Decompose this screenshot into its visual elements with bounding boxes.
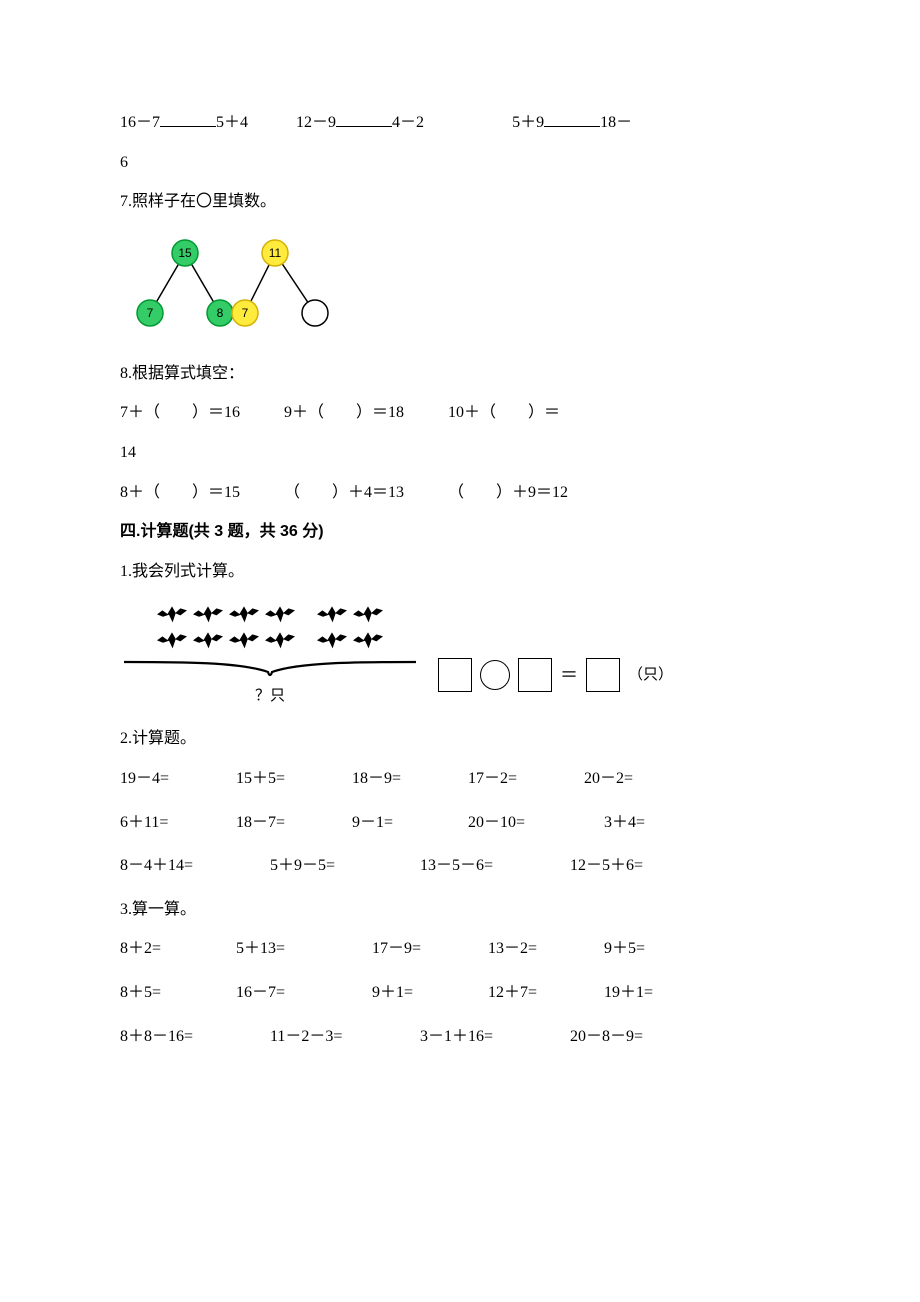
calc-item: 12－5＋6= xyxy=(570,853,720,879)
calc-item: 8－4＋14= xyxy=(120,853,270,879)
answer-box[interactable] xyxy=(586,658,620,692)
bird-icon xyxy=(351,628,385,652)
p3-row-2: 8＋5= 16－7= 9＋1= 12＋7= 19＋1= xyxy=(120,980,800,1006)
bird-icon xyxy=(227,602,261,626)
calc-item: 17－9= xyxy=(372,936,488,962)
birds-left-group: ？只 xyxy=(120,602,420,708)
q8-r2-a: 8＋（ ）＝15 xyxy=(120,484,240,501)
q8-row-1: 7＋（ ）＝16 9＋（ ）＝18 10＋（ ）＝ xyxy=(120,400,800,426)
calc-item: 9－1= xyxy=(352,810,468,836)
operator-circle[interactable] xyxy=(480,660,510,690)
calc-item: 6＋11= xyxy=(120,810,236,836)
equals-sign: ＝ xyxy=(560,661,578,690)
calc-item: 5＋9－5= xyxy=(270,853,420,879)
brace-icon xyxy=(120,658,420,682)
cmp-2-blank[interactable] xyxy=(336,110,392,127)
calc-item: 5＋13= xyxy=(236,936,372,962)
answer-box[interactable] xyxy=(438,658,472,692)
calc-item: 9＋1= xyxy=(372,980,488,1006)
section4-title: 四.计算题(共 3 题，共 36 分) xyxy=(120,519,800,545)
cmp-1-blank[interactable] xyxy=(160,110,216,127)
bird-icon xyxy=(351,602,385,626)
bird-group-1 xyxy=(155,602,297,652)
cmp-3-left: 5＋9 xyxy=(512,114,544,131)
q8-row-2: 8＋（ ）＝15 （ ）＋4＝13 （ ）＋9＝12 xyxy=(120,480,800,506)
calc-item: 13－2= xyxy=(488,936,604,962)
p3-row-1: 8＋2= 5＋13= 17－9= 13－2= 9＋5= xyxy=(120,936,800,962)
equation-template: ＝ （只） xyxy=(438,658,673,708)
birds-figure: ？只 ＝ （只） xyxy=(120,602,800,708)
cmp-3-blank[interactable] xyxy=(544,110,600,127)
q8-label: 8.根据算式填空： xyxy=(120,361,800,387)
calc-item: 8＋8－16= xyxy=(120,1024,270,1050)
calc-item: 9＋5= xyxy=(604,936,720,962)
q7-label: 7.照样子在〇里填数。 xyxy=(120,189,800,215)
svg-text:8: 8 xyxy=(217,306,224,320)
calc-item: 18－9= xyxy=(352,766,468,792)
svg-text:15: 15 xyxy=(178,246,192,260)
svg-text:7: 7 xyxy=(242,306,249,320)
bird-icon xyxy=(315,602,349,626)
calc-item: 20－10= xyxy=(468,810,604,836)
cmp-1-right: 5＋4 xyxy=(216,114,248,131)
q8-r2-b: （ ）＋4＝13 xyxy=(284,484,404,501)
cmp-3-right: 18－ xyxy=(600,114,632,131)
brace-label: ？只 xyxy=(255,684,285,708)
p2-row-2: 6＋11= 18－7= 9－1= 20－10= 3＋4= xyxy=(120,810,800,836)
bird-icon xyxy=(191,602,225,626)
p2-label: 2.计算题。 xyxy=(120,726,800,752)
p3-row-3: 8＋8－16= 11－2－3= 3－1＋16= 20－8－9= xyxy=(120,1024,800,1050)
bird-icon xyxy=(155,602,189,626)
p2-row-3: 8－4＋14= 5＋9－5= 13－5－6= 12－5＋6= xyxy=(120,853,800,879)
calc-item: 19＋1= xyxy=(604,980,720,1006)
p2-row-1: 19－4= 15＋5= 18－9= 17－2= 20－2= xyxy=(120,766,800,792)
compare-row: 16－7 5＋4 12－9 4－2 5＋9 18－ xyxy=(120,110,800,136)
bird-icon xyxy=(263,628,297,652)
bird-icon xyxy=(263,602,297,626)
calc-item: 20－2= xyxy=(584,766,700,792)
calc-item: 8＋2= xyxy=(120,936,236,962)
calc-item: 11－2－3= xyxy=(270,1024,420,1050)
bird-icon xyxy=(155,628,189,652)
worksheet-page: 16－75＋4 12－94－2 5＋918－ 6 7.照样子在〇里填数。 151… xyxy=(0,0,920,1127)
bird-icon xyxy=(315,628,349,652)
cmp-2-right: 4－2 xyxy=(392,114,424,131)
calc-item: 16－7= xyxy=(236,980,372,1006)
q8-r1-a: 7＋（ ）＝16 xyxy=(120,404,240,421)
q8-r2-c: （ ）＋9＝12 xyxy=(448,484,568,501)
q8-r1-b: 9＋（ ）＝18 xyxy=(284,404,404,421)
calc-item: 17－2= xyxy=(468,766,584,792)
compare-row-tail: 6 xyxy=(120,150,800,176)
calc-item: 15＋5= xyxy=(236,766,352,792)
p1-label: 1.我会列式计算。 xyxy=(120,559,800,585)
calc-item: 20－8－9= xyxy=(570,1024,720,1050)
bond-svg: 15 11 7 8 7 xyxy=(130,233,360,343)
calc-item: 19－4= xyxy=(120,766,236,792)
number-bond-diagram: 15 11 7 8 7 xyxy=(130,233,800,343)
p3-label: 3.算一算。 xyxy=(120,897,800,923)
unit-label: （只） xyxy=(628,663,673,687)
calc-item: 18－7= xyxy=(236,810,352,836)
svg-text:11: 11 xyxy=(269,246,282,260)
svg-text:7: 7 xyxy=(147,306,154,320)
bird-group-2 xyxy=(315,602,385,652)
bird-icon xyxy=(191,628,225,652)
answer-box[interactable] xyxy=(518,658,552,692)
cmp-1-left: 16－7 xyxy=(120,114,160,131)
calc-item: 8＋5= xyxy=(120,980,236,1006)
cmp-2-left: 12－9 xyxy=(296,114,336,131)
q8-r1-c: 10＋（ ）＝ xyxy=(448,404,560,421)
calc-item: 12＋7= xyxy=(488,980,604,1006)
calc-item: 3＋4= xyxy=(604,810,720,836)
birds-grid xyxy=(155,602,385,652)
bird-icon xyxy=(227,628,261,652)
calc-item: 13－5－6= xyxy=(420,853,570,879)
q8-row-1-tail: 14 xyxy=(120,440,800,466)
calc-item: 3－1＋16= xyxy=(420,1024,570,1050)
